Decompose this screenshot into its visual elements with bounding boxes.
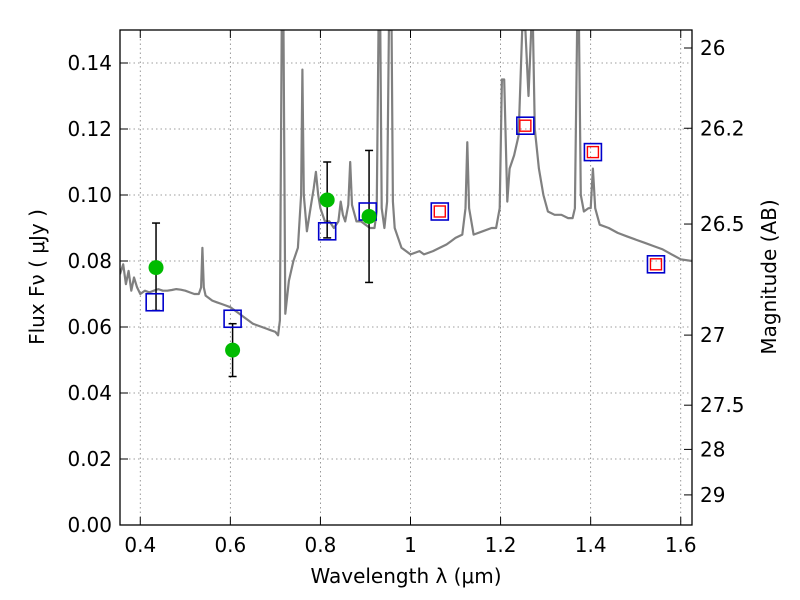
- tick-layer: 0.4 0.6 0.8 1 1.2 1.4 1.6 0.00 0.02 0.04 0.06 0.08 0…: [67, 30, 745, 557]
- y-axis-label-left: Flux Fν ( μJy ): [25, 209, 49, 345]
- mag-tick-label: 26.5: [700, 212, 745, 236]
- y-tick-label: 0.10: [67, 183, 112, 207]
- y-tick-label: 0.04: [67, 381, 112, 405]
- y-tick-label: 0.02: [67, 447, 112, 471]
- observed-red-marker: [433, 205, 446, 218]
- model-photometry-marker: [317, 222, 337, 241]
- y-tick-label: 0.08: [67, 249, 112, 273]
- grid-lines: [120, 30, 692, 526]
- mag-tick-label: 29: [700, 483, 725, 507]
- model-photometry-marker: [646, 255, 666, 274]
- observed-red-marker: [519, 119, 532, 132]
- observed-green-marker: [361, 208, 377, 224]
- model-photometry-marker: [516, 116, 535, 135]
- x-tick-label: 0.8: [305, 533, 337, 557]
- x-tick-label: 1.6: [665, 533, 697, 557]
- y-tick-label: 0.00: [67, 513, 112, 537]
- spectrum-layer: [120, 30, 692, 337]
- x-tick-label: 1.4: [575, 533, 607, 557]
- y-tick-label: 0.06: [67, 315, 112, 339]
- mag-tick-label: 28: [700, 437, 725, 461]
- plot-frame: [119, 29, 693, 526]
- observed-green-marker: [319, 192, 335, 208]
- x-tick-label: 1: [404, 533, 417, 557]
- model-photometry-marker: [223, 309, 242, 329]
- observed-red-marker: [586, 145, 600, 159]
- x-tick-label: 0.6: [214, 533, 246, 557]
- x-axis-label: Wavelength λ (μm): [310, 564, 501, 588]
- y-axis-label-right: Magnitude (AB): [757, 199, 781, 354]
- observed-red-marker: [649, 258, 663, 271]
- marker-layer: [145, 116, 666, 358]
- model-photometry-marker: [145, 292, 164, 312]
- model-photometry-marker: [430, 202, 450, 221]
- mag-tick-label: 27: [700, 323, 725, 347]
- observed-green-marker: [225, 342, 241, 358]
- y-tick-label: 0.12: [67, 117, 112, 141]
- mag-tick-label: 27.5: [700, 393, 745, 417]
- observed-green-marker: [148, 260, 164, 276]
- x-tick-label: 0.4: [124, 533, 156, 557]
- x-tick-label: 1.2: [485, 533, 517, 557]
- mag-tick-label: 26.2: [700, 116, 745, 140]
- mag-tick-label: 26: [700, 36, 725, 60]
- template-spectrum-line: [120, 30, 692, 337]
- y-tick-label: 0.14: [67, 51, 112, 75]
- model-photometry-marker: [583, 142, 603, 162]
